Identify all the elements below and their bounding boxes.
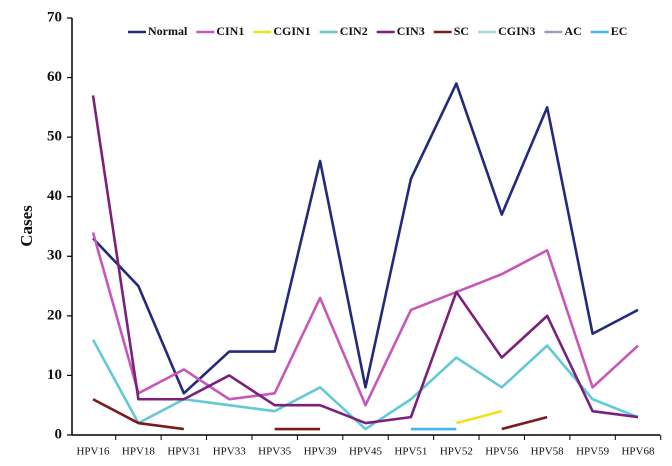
x-tick-label: HPV68	[621, 446, 655, 458]
x-tick-label: HPV31	[167, 446, 200, 458]
x-tick-label: HPV33	[213, 446, 247, 458]
y-tick-label: 0	[55, 426, 63, 442]
series-line	[92, 82, 639, 395]
series-line	[91, 95, 639, 425]
x-tick-label: HPV51	[394, 446, 427, 458]
y-tick-label: 60	[47, 69, 62, 85]
legend-label: CIN2	[340, 24, 368, 38]
x-tick-label: HPV39	[304, 446, 338, 458]
legend-label: SC	[454, 24, 469, 38]
series-line	[456, 409, 503, 425]
y-tick-label: 20	[47, 307, 62, 323]
x-tick-label: HPV56	[485, 446, 519, 458]
legend-label: CGIN3	[498, 24, 535, 38]
legend-label: CIN1	[216, 24, 244, 38]
legend-label: EC	[611, 24, 628, 38]
y-tick-label: 70	[47, 9, 62, 25]
legend-label: AC	[564, 24, 581, 38]
series-line	[91, 232, 639, 407]
y-tick-label: 10	[47, 367, 62, 383]
y-tick-label: 30	[47, 248, 62, 264]
legend-label: CIN3	[397, 24, 425, 38]
x-tick-label: HPV16	[76, 446, 110, 458]
x-tick-label: HPV45	[349, 446, 383, 458]
y-tick-label: 50	[47, 129, 62, 145]
y-tick-label: 40	[47, 188, 62, 204]
x-tick-label: HPV52	[440, 446, 473, 458]
x-tick-label: HPV35	[258, 446, 292, 458]
x-tick-label: HPV18	[122, 446, 156, 458]
y-axis-label: Cases	[17, 205, 36, 247]
legend-label: Normal	[148, 24, 188, 38]
x-tick-label: HPV58	[531, 446, 565, 458]
series-line	[92, 398, 548, 431]
x-tick-label: HPV59	[576, 446, 610, 458]
legend-label: CGIN1	[273, 24, 310, 38]
